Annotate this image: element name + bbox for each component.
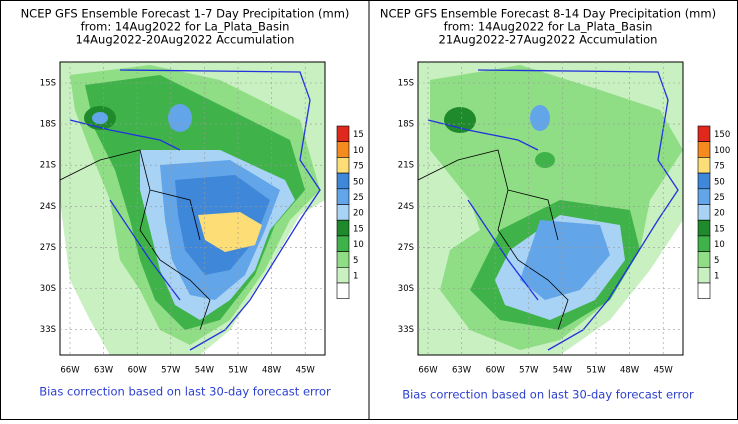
lon-label: 66W: [60, 366, 80, 376]
legend-label: 1: [353, 272, 358, 282]
legend-swatch: [336, 188, 350, 205]
legend-swatch: [336, 141, 350, 158]
title-line: from: 14Aug2022 for La_Plata_Basin: [444, 20, 653, 34]
legend-swatch: [697, 125, 711, 142]
title-line: NCEP GFS Ensemble Forecast 8-14 Day Prec…: [380, 7, 716, 21]
legend-swatch: [697, 266, 711, 284]
lon-label: 45W: [654, 366, 674, 376]
lat-label: 33S: [40, 325, 56, 335]
lon-label: 60W: [486, 366, 506, 376]
legend-swatch: [336, 251, 350, 268]
title-line: 21Aug2022-27Aug2022 Accumulation: [439, 33, 658, 47]
lat-label: 24S: [40, 202, 56, 212]
title-line: 14Aug2022-20Aug2022 Accumulation: [76, 33, 295, 47]
lat-label: 30S: [398, 284, 414, 294]
lon-label: 48W: [620, 366, 640, 376]
legend-label: 25: [714, 193, 725, 203]
footer-note: Bias correction based on last 30-day for…: [39, 385, 331, 399]
legend-swatch: [336, 235, 350, 252]
lon-label: 54W: [553, 366, 573, 376]
lat-label: 27S: [398, 243, 414, 253]
lat-label: 18S: [40, 120, 56, 130]
legend-swatch: [697, 235, 711, 252]
legend-label: 100: [714, 146, 730, 156]
legend-swatch: [336, 219, 350, 237]
lon-label: 54W: [195, 366, 215, 376]
legend-label: 1: [714, 272, 719, 282]
lat-label: 15S: [40, 79, 56, 89]
legend-label: 10: [353, 146, 364, 156]
legend-swatch: [336, 282, 350, 299]
legend-label: 50: [353, 177, 364, 187]
legend-label: 15: [714, 224, 725, 234]
title-line: NCEP GFS Ensemble Forecast 1-7 Day Preci…: [21, 7, 350, 21]
title-line: from: 14Aug2022 for La_Plata_Basin: [81, 20, 290, 34]
footer-note: Bias correction based on last 30-day for…: [402, 388, 694, 402]
legend-swatch: [697, 282, 711, 299]
legend-label: 15: [353, 224, 364, 234]
legend-swatch: [697, 157, 711, 174]
lon-label: 51W: [228, 366, 248, 376]
legend-label: 150: [714, 130, 730, 140]
legend-label: 50: [714, 177, 725, 187]
lon-label: 63W: [94, 366, 114, 376]
map-left: [60, 62, 325, 355]
map-border: [59, 61, 326, 356]
legend-swatch: [697, 188, 711, 205]
legend-swatch: [336, 266, 350, 284]
legend-label: 20: [714, 209, 725, 219]
lat-label: 15S: [398, 79, 414, 89]
map-border: [417, 61, 684, 356]
lon-label: 57W: [161, 366, 181, 376]
legend-label: 75: [353, 162, 364, 172]
legend-swatch: [697, 141, 711, 158]
legend-swatch: [697, 219, 711, 237]
lat-label: 21S: [398, 161, 414, 171]
legend-swatch: [336, 204, 350, 221]
lat-label: 33S: [398, 325, 414, 335]
map-right: [418, 62, 683, 355]
legend-label: 5: [714, 256, 719, 266]
lon-label: 63W: [452, 366, 472, 376]
lon-label: 66W: [418, 366, 438, 376]
lon-label: 57W: [519, 366, 539, 376]
legend-swatch: [336, 172, 350, 190]
legend-label: 10: [714, 240, 725, 250]
legend-swatch: [336, 157, 350, 174]
legend-label: 15: [353, 130, 364, 140]
lat-label: 27S: [40, 243, 56, 253]
lon-label: 45W: [296, 366, 316, 376]
legend-swatch: [336, 125, 350, 142]
lon-label: 48W: [262, 366, 282, 376]
legend-swatch: [697, 172, 711, 190]
legend-label: 5: [353, 256, 358, 266]
lon-label: 60W: [128, 366, 148, 376]
legend-label: 20: [353, 209, 364, 219]
legend-swatch: [697, 251, 711, 268]
legend-label: 10: [353, 240, 364, 250]
legend-swatch: [697, 204, 711, 221]
lon-label: 51W: [586, 366, 606, 376]
lat-label: 30S: [40, 284, 56, 294]
lat-label: 24S: [398, 202, 414, 212]
legend-label: 75: [714, 162, 725, 172]
lat-label: 18S: [398, 120, 414, 130]
lat-label: 21S: [40, 161, 56, 171]
legend-label: 25: [353, 193, 364, 203]
